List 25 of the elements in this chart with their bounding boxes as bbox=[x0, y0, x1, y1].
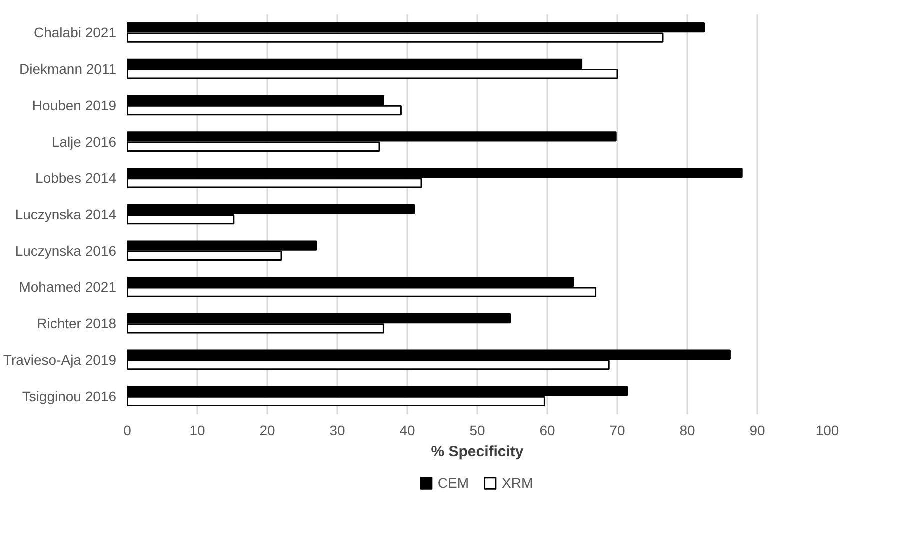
x-tick-label: 40 bbox=[400, 422, 416, 438]
y-tick-label: Lobbes 2014 bbox=[36, 170, 117, 186]
x-tick-label: 30 bbox=[330, 422, 346, 438]
x-tick-label: 0 bbox=[124, 422, 132, 438]
y-tick-label: Diekmann 2011 bbox=[19, 61, 117, 78]
y-tick-label: Tsigginou 2016 bbox=[22, 388, 117, 404]
x-tick-label: 90 bbox=[750, 422, 766, 438]
x-axis-title: % Specificity bbox=[431, 444, 524, 460]
y-tick-label: Travieso-Aja 2019 bbox=[3, 352, 117, 368]
x-tick-label: 60 bbox=[540, 422, 556, 438]
x-tick-label: 70 bbox=[610, 422, 626, 438]
y-tick-label: Lalje 2016 bbox=[52, 134, 117, 150]
x-tick-label: 20 bbox=[260, 422, 276, 438]
y-tick-label: Houben 2019 bbox=[32, 97, 117, 114]
legend-label: CEM bbox=[438, 475, 469, 491]
y-tick-label: Mohamed 2021 bbox=[19, 279, 117, 296]
x-tick-label: 50 bbox=[470, 422, 486, 438]
y-tick-label: Luczynska 2016 bbox=[15, 242, 117, 259]
y-tick-label: Richter 2018 bbox=[37, 316, 117, 332]
legend-label: XRM bbox=[502, 475, 534, 491]
x-tick-label: 80 bbox=[680, 422, 696, 438]
y-tick-label: Chalabi 2021 bbox=[34, 24, 117, 41]
x-tick-label: 10 bbox=[190, 422, 206, 438]
x-tick-label: 100 bbox=[816, 422, 840, 438]
y-tick-label: Luczynska 2014 bbox=[15, 206, 117, 222]
